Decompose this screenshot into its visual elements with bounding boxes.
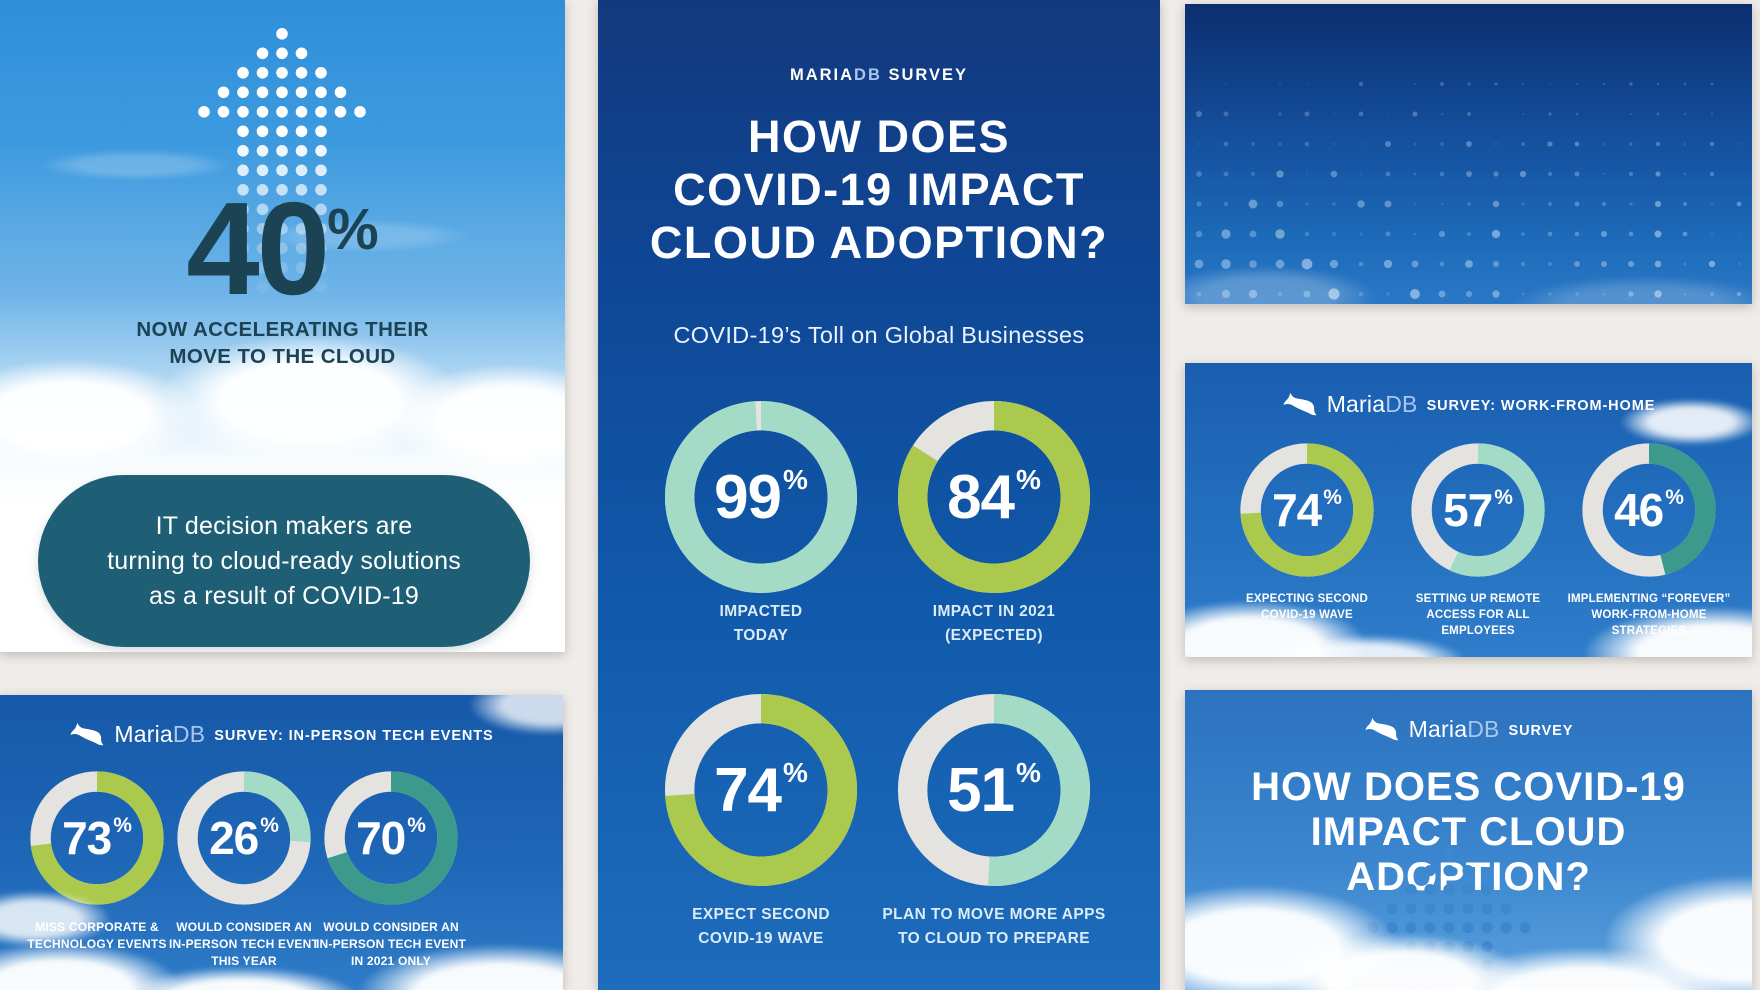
donut-chart-74-wfh: 74%	[1239, 442, 1375, 578]
donut-label: PLAN TO MOVE MORE APPS TO CLOUD TO PREPA…	[882, 906, 1106, 947]
donut-ring	[897, 400, 1091, 594]
donut-chart-99: 99%	[663, 399, 859, 595]
donut-value: 84%	[947, 462, 1041, 532]
mariadb-seal-logo	[1364, 717, 1400, 742]
donut-chart-74: 74%	[663, 692, 859, 888]
donut-chart-51: 51%	[896, 692, 1092, 888]
mariadb-seal-logo	[69, 722, 105, 747]
quote-line: turning to cloud-ready solutions	[107, 546, 461, 575]
card-covid-cloud-adoption-teaser: MariaDB SURVEY HOW DOES COVID-19 IMPACT …	[1185, 690, 1752, 990]
donut-ring	[664, 400, 858, 594]
stat-percent-sign: %	[327, 197, 379, 262]
donut-ring	[1240, 443, 1374, 577]
donut-value: 57%	[1443, 484, 1513, 536]
donut-chart-84: 84%	[896, 399, 1092, 595]
dot-grid	[1185, 4, 1752, 304]
cloud	[1621, 399, 1752, 445]
donut-value: 46%	[1614, 484, 1684, 536]
donut-label: WOULD CONSIDER AN IN-PERSON TECH EVENT T…	[168, 920, 319, 968]
mariadb-wordmark: MariaDB	[114, 721, 206, 747]
donut-value: 74%	[714, 755, 808, 825]
donut-label: IMPACT IN 2021 (EXPECTED)	[932, 603, 1056, 644]
mariadb-wordmark: MariaDB	[1326, 391, 1418, 417]
donut-value: 51%	[947, 755, 1041, 825]
donut-value: 26%	[209, 812, 279, 864]
card-header: MariaDB SURVEY: WORK-FROM-HOME	[1185, 391, 1752, 418]
mariadb-wordmark: MariaDB	[1408, 716, 1500, 742]
quote-line: as a result of COVID-19	[149, 581, 419, 610]
stat-value: 40	[186, 175, 330, 322]
mariadb-seal-logo	[1282, 392, 1318, 417]
donut-ring	[664, 693, 858, 887]
donut-ring	[177, 771, 311, 905]
survey-title: SURVEY: IN-PERSON TECH EVENTS	[214, 728, 494, 744]
card-header: MariaDB SURVEY	[1185, 716, 1752, 743]
donut-ring	[1582, 443, 1716, 577]
stat-40-percent: 40%	[0, 175, 565, 322]
donut-ring	[30, 771, 164, 905]
donut-chart-70: 70%	[323, 770, 459, 906]
stat-caption-line: NOW ACCELERATING THEIR	[136, 318, 429, 341]
main-subtitle: COVID-19’s Toll on Global Businesses	[673, 322, 1085, 348]
quote-pill: IT decision makers are turning to cloud-…	[38, 475, 530, 647]
card-header: MariaDB SURVEY: IN-PERSON TECH EVENTS	[0, 721, 563, 748]
dotted-arrow-up-icon	[194, 28, 370, 298]
stat-caption: NOW ACCELERATING THEIR MOVE TO THE CLOUD	[0, 316, 565, 370]
donut-ring	[897, 693, 1091, 887]
quote-line: IT decision makers are	[155, 511, 413, 540]
cloud	[260, 220, 470, 252]
cloud	[1265, 635, 1465, 657]
donut-chart-57: 57%	[1410, 442, 1546, 578]
card-in-person-tech-events: MariaDB SURVEY: IN-PERSON TECH EVENTS 73…	[0, 695, 563, 990]
donut-value: 73%	[62, 812, 132, 864]
survey-title: SURVEY	[1508, 723, 1574, 739]
survey-eyebrow: MARIADB SURVEY	[789, 66, 969, 84]
donut-ring	[324, 771, 458, 905]
donut-value: 74%	[1272, 484, 1342, 536]
donut-chart-73: 73%	[29, 770, 165, 906]
card-work-from-home: MariaDB SURVEY: WORK-FROM-HOME 74% 57% 4…	[1185, 363, 1752, 657]
survey-title: SURVEY: WORK-FROM-HOME	[1426, 398, 1656, 414]
cloud	[40, 150, 230, 180]
donut-ring	[1411, 443, 1545, 577]
donut-label: EXPECT SECOND COVID-19 WAVE	[692, 906, 830, 947]
donut-label: IMPACTED TODAY	[719, 603, 803, 644]
card-cloud-acceleration: 40% NOW ACCELERATING THEIR MOVE TO THE C…	[0, 0, 565, 652]
card-dot-pattern-banner	[1185, 4, 1752, 304]
donut-chart-46: 46%	[1581, 442, 1717, 578]
main-title: HOW DOES COVID-19 IMPACT CLOUD ADOPTION?	[649, 111, 1109, 268]
donut-chart-26: 26%	[176, 770, 312, 906]
donut-label: SETTING UP REMOTE ACCESS FOR ALL EMPLOYE…	[1415, 593, 1541, 637]
cloud	[120, 967, 360, 990]
card-covid-cloud-adoption-main: MARIADB SURVEY HOW DOES COVID-19 IMPACT …	[598, 0, 1160, 990]
stat-caption-line: MOVE TO THE CLOUD	[169, 345, 396, 368]
donut-value: 70%	[356, 812, 426, 864]
donut-value: 99%	[714, 462, 808, 532]
